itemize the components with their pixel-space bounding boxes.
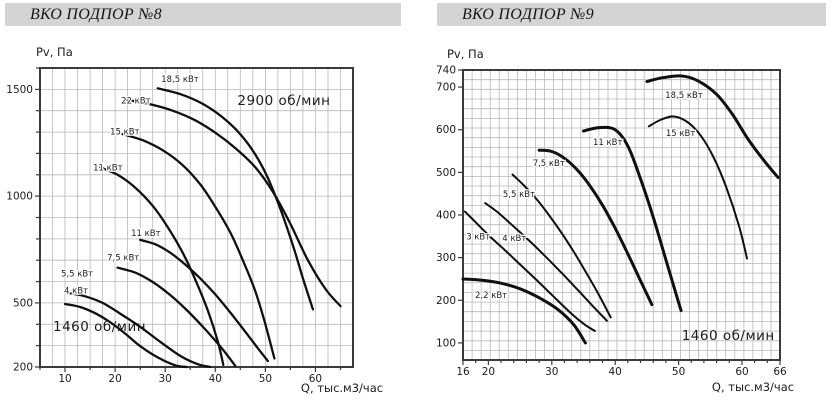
x-tick-label: 66 [773,366,787,378]
x-tick-label: 40 [609,366,622,378]
curve-label: 11 кВт [93,163,122,173]
curve-label: 15 кВт [666,129,695,139]
power-curve-7-5-кВт [537,148,654,307]
x-tick-label: 30 [545,366,558,378]
power-curve-11-кВт [582,125,683,312]
panel-header-n9: ВКО ПОДПОР №9 [437,3,826,26]
rpm-annotation: 1460 об/мин [53,319,146,335]
curve-label: 7,5 кВт [107,254,139,264]
curve-label: 15 кВт [110,128,139,138]
y-tick-label: 200 [13,362,33,374]
y-tick-label: 300 [436,252,456,264]
power-curve-11-кВт [98,166,225,367]
x-tick-label: 16 [456,366,470,378]
y-tick-label: 500 [436,167,456,179]
power-curve-3-кВт [463,210,596,332]
y-tick-label: 400 [436,210,456,222]
curve-label: 5,5 кВт [503,190,535,200]
fan-curve-chart-n8: 10 20 30 40 50 60 1500 1000 500 200 Pv, Па Q, тыс.м… [6,45,383,395]
y-axis-title: Pv, Па [36,45,73,59]
panel-title-n9: ВКО ПОДПОР №9 [462,5,594,23]
curve-label: 11 кВт [593,138,622,148]
curve-label: 18,5 кВт [161,75,199,85]
y-axis-title: Pv, Па [447,47,484,61]
rpm-annotation: 2900 об/мин [237,93,330,109]
power-curve-4-кВт [484,202,608,322]
power-curve-15-кВт [647,115,748,260]
y-tick-label: 700 [436,82,456,94]
power-curve-7-5-кВт [116,266,237,368]
power-curve-15-кВт [121,133,276,360]
power-curve-22-кВт [126,98,342,308]
y-tick-label: 600 [436,124,456,136]
curve-label: 4 кВт [64,287,88,297]
x-tick-label: 60 [309,373,322,385]
x-tick-label: 50 [259,373,272,385]
axis-ticks [458,69,781,365]
power-curve-2-2-кВт [461,277,587,345]
x-tick-label: 20 [482,366,495,378]
curve-label: 5,5 кВт [61,270,93,280]
x-tick-label: 40 [209,373,222,385]
power-curve-18-5-кВт [156,87,315,311]
curve-label: 11 кВт [131,229,160,239]
x-axis-title: Q, тыс.м3/час [712,380,794,394]
panel-header-n8: ВКО ПОДПОР №8 [5,3,401,26]
curve-label: 3 кВт [466,232,490,242]
power-curve-11-кВт [139,238,270,363]
y-tick-label: 500 [13,297,33,309]
y-tick-label: 1500 [6,84,33,96]
axis-ticks [35,67,342,372]
panel-title-n8: ВКО ПОДПОР №8 [30,5,162,23]
curve-label: 22 кВт [121,97,150,107]
x-tick-label: 50 [672,366,685,378]
power-curve-5-5-кВт [68,292,212,369]
power-curve-18-5-кВт [645,74,780,179]
fan-curve-chart-n9: 16 20 30 40 50 60 66 740 700 600 500 400 300 200 100 Pv… [436,47,794,394]
y-tick-label: 1000 [6,191,33,203]
curve-label: 18,5 кВт [665,91,703,101]
y-tick-label: 200 [436,295,456,307]
x-axis-title: Q, тыс.м3/час [301,381,383,395]
curve-label: 2,2 кВт [475,291,507,301]
y-tick-label: 740 [436,65,456,77]
power-curve-4-кВт [63,302,188,369]
curve-label: 4 кВт [502,234,526,244]
power-curve-5-5-кВт [511,173,612,319]
x-tick-label: 20 [108,373,121,385]
x-tick-label: 30 [159,373,172,385]
rpm-annotation: 1460 об/мин [682,328,775,344]
y-tick-label: 100 [436,337,456,349]
x-tick-label: 60 [735,366,748,378]
curve-label: 7,5 кВт [533,159,565,169]
x-tick-label: 10 [58,373,71,385]
